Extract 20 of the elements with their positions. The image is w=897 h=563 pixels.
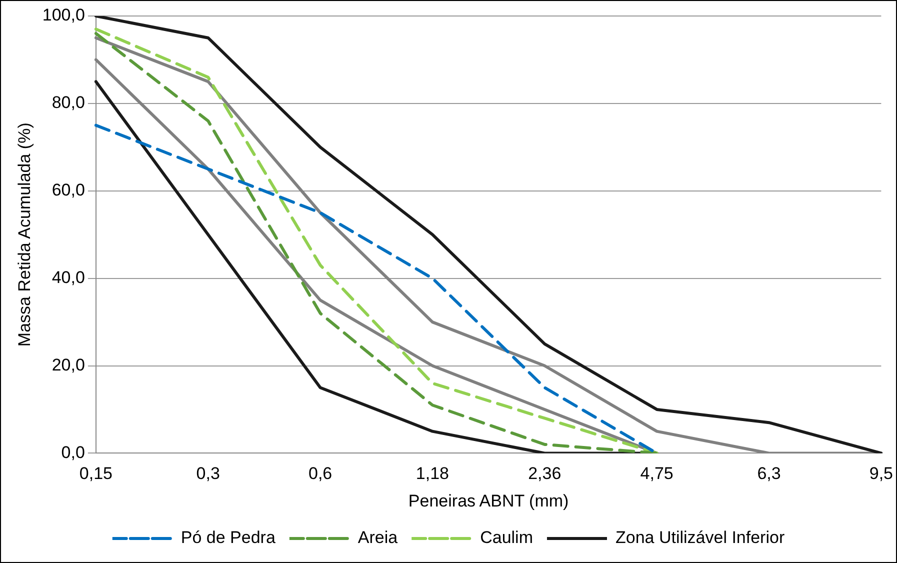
x-tick-label: 0,15 — [79, 464, 112, 484]
x-tick-label: 1,18 — [416, 464, 450, 484]
x-tick-label: 6,3 — [757, 464, 781, 484]
x-tick-label: 4,75 — [640, 464, 674, 484]
y-tick-label: 20,0 — [52, 355, 85, 374]
x-tick-label: 0,6 — [308, 464, 332, 484]
y-tick-label: 60,0 — [52, 180, 85, 200]
y-tick-label: 100,0 — [42, 6, 85, 25]
y-tick-label: 0,0 — [61, 442, 85, 462]
legend-label: Pó de Pedra — [180, 528, 276, 548]
x-axis-title: Peneiras ABNT (mm) — [408, 491, 569, 510]
legend-label: Zona Utilizável Inferior — [615, 528, 785, 548]
y-axis-title: Massa Retida Acumulada (%) — [14, 122, 34, 347]
x-tick-label: 0,3 — [196, 464, 220, 484]
legend-label: Areia — [358, 528, 398, 548]
legend-label: Caulim — [480, 528, 533, 548]
x-tick-label: 9,5 — [869, 464, 894, 484]
y-tick-label: 80,0 — [52, 93, 85, 112]
x-tick-label: 2,36 — [528, 464, 562, 484]
y-tick-label: 40,0 — [52, 268, 85, 288]
